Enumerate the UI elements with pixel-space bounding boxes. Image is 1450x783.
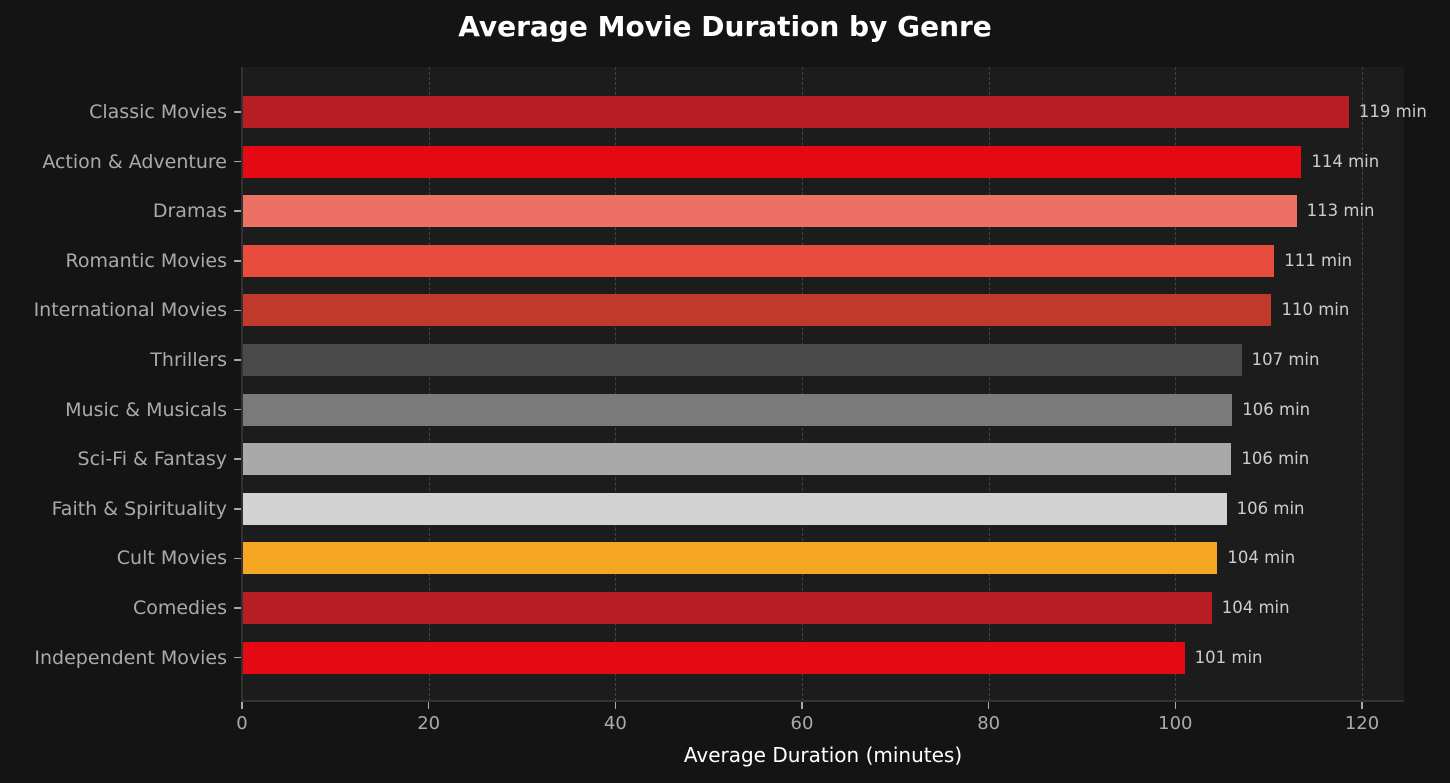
bar xyxy=(242,145,1302,178)
bar xyxy=(242,244,1275,277)
x-tick-label: 60 xyxy=(790,713,814,734)
y-tick-mark xyxy=(234,607,241,609)
x-tick-mark xyxy=(801,702,803,709)
x-tick-mark xyxy=(241,702,243,709)
x-tick-mark xyxy=(614,702,617,709)
y-axis-spine xyxy=(241,67,243,702)
x-tick-label: 100 xyxy=(1158,713,1193,734)
y-tick-label: Music & Musicals xyxy=(65,398,227,421)
x-tick-mark xyxy=(1361,702,1363,709)
value-label: 119 min xyxy=(1358,102,1427,121)
bar xyxy=(242,393,1233,426)
y-tick-mark xyxy=(234,557,241,560)
value-label: 106 min xyxy=(1242,399,1311,419)
value-label: 106 min xyxy=(1241,449,1310,469)
value-label: 101 min xyxy=(1194,647,1263,667)
value-label: 107 min xyxy=(1251,350,1320,369)
chart-title: Average Movie Duration by Genre xyxy=(458,10,992,43)
gridline xyxy=(428,67,430,701)
x-tick-label: 120 xyxy=(1344,713,1380,734)
y-tick-label: Classic Movies xyxy=(89,101,227,123)
y-tick-label: Action & Adventure xyxy=(42,150,227,173)
y-tick-mark xyxy=(234,210,241,212)
value-label: 110 min xyxy=(1281,300,1350,320)
y-tick-label: Faith & Spirituality xyxy=(51,497,227,520)
bar xyxy=(242,592,1212,624)
y-tick-mark xyxy=(234,508,241,510)
y-tick-mark xyxy=(234,160,241,163)
y-tick-mark xyxy=(234,408,241,411)
y-tick-label: Romantic Movies xyxy=(65,249,227,272)
x-axis-spine xyxy=(241,700,1404,702)
bar xyxy=(242,443,1232,476)
value-label: 106 min xyxy=(1236,498,1305,518)
gridline xyxy=(1175,67,1177,701)
bar xyxy=(242,344,1242,376)
y-tick-label: Independent Movies xyxy=(34,646,227,669)
y-tick-mark xyxy=(234,111,241,113)
y-tick-label: Comedies xyxy=(132,597,227,619)
bar xyxy=(242,641,1185,674)
y-tick-mark xyxy=(234,359,241,361)
bar xyxy=(242,96,1349,128)
y-tick-label: Thrillers xyxy=(150,349,227,371)
y-tick-mark xyxy=(234,458,241,460)
y-tick-label: International Movies xyxy=(33,299,227,322)
gridline xyxy=(1362,67,1363,701)
y-tick-label: Sci-Fi & Fantasy xyxy=(77,448,227,471)
gridline xyxy=(802,67,803,701)
gridline xyxy=(988,67,990,701)
value-label: 104 min xyxy=(1221,598,1290,617)
y-tick-label: Dramas xyxy=(152,200,227,223)
value-label: 114 min xyxy=(1311,151,1380,171)
y-tick-mark xyxy=(234,260,241,262)
x-axis-label: Average Duration (minutes) xyxy=(683,743,963,767)
x-tick-label: 40 xyxy=(603,713,627,734)
x-tick-mark xyxy=(1174,702,1177,709)
x-tick-label: 80 xyxy=(977,713,1001,734)
bar xyxy=(242,195,1297,228)
x-tick-label: 0 xyxy=(236,713,248,734)
x-tick-mark xyxy=(427,702,430,709)
value-label: 104 min xyxy=(1227,548,1296,568)
value-label: 113 min xyxy=(1306,201,1375,221)
x-tick-mark xyxy=(987,702,990,709)
x-tick-label: 20 xyxy=(417,713,441,734)
y-tick-mark xyxy=(234,656,241,659)
gridline xyxy=(615,67,617,701)
bar xyxy=(242,294,1272,327)
y-tick-label: Cult Movies xyxy=(116,547,227,570)
y-tick-mark xyxy=(234,309,241,312)
value-label: 111 min xyxy=(1284,250,1353,270)
bar xyxy=(242,492,1227,525)
bar xyxy=(242,542,1218,575)
